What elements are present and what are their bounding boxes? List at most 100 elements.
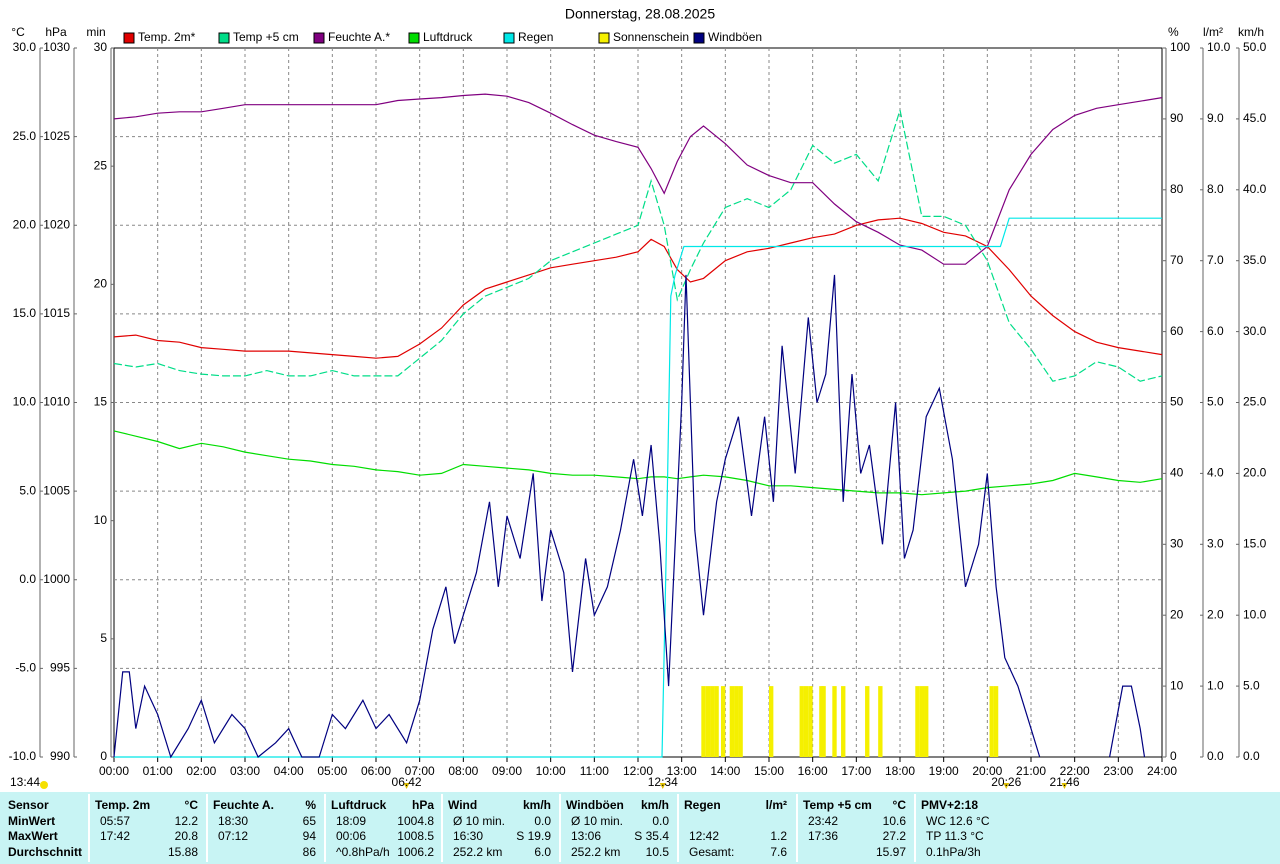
y-tick-label: 20 [1170,607,1184,621]
y-tick-label: 10.0 [1207,40,1231,54]
y-axis-title: °C [11,25,25,39]
y-axis-title: hPa [45,25,67,39]
series-line [113,109,1163,382]
cell-left: 05:57 [100,814,130,828]
sunshine-bar [841,686,846,757]
column-unit: °C [185,798,199,812]
cell-left: TP 11.3 °C [926,829,984,843]
y-tick-label: 40.0 [1243,182,1267,196]
column-unit: l/m² [766,798,787,812]
cell-right: 7.6 [770,845,787,859]
column-unit: % [305,798,316,812]
cell-right: 15.97 [876,845,906,859]
y-tick-label: 10.0 [1243,607,1267,621]
column-unit: °C [893,798,907,812]
y-tick-label: 15.0 [13,306,37,320]
cell-right: S 35.4 [634,829,669,843]
series-line [114,217,1162,758]
cell-left: 07:12 [218,829,248,843]
y-tick-label: 1000 [43,572,70,586]
sunshine-bar [919,686,925,757]
cell-right: 1.2 [770,829,787,843]
y-tick-label: 1005 [43,483,70,497]
y-tick-label: 9.0 [1207,111,1224,125]
y-tick-label: 5.0 [1207,395,1224,409]
x-tick-label: 06:00 [361,764,391,778]
legend-swatch [123,32,135,44]
sunshine-bar [821,686,826,757]
column-header: Wind [448,798,477,812]
column-unit: km/h [641,798,669,812]
y-tick-label: 10.0 [13,395,37,409]
cell-left: 12:42 [689,829,719,843]
y-tick-label: 20.0 [1243,466,1267,480]
x-tick-label: 18:00 [885,764,915,778]
series-line [113,274,1146,759]
x-tick-label: 13:00 [667,764,697,778]
y-tick-label: 990 [50,749,70,763]
y-axis-title: min [86,25,105,39]
sunshine-bar [738,686,743,757]
cell-right: 20.8 [175,829,199,843]
annotation-marker [1061,783,1068,789]
y-tick-label: 5.0 [19,483,36,497]
cell-left: Ø 10 min. [571,814,623,828]
x-tick-label: 07:00 [405,764,435,778]
cell-left: 252.2 km [453,845,502,859]
y-tick-label: 30 [94,40,108,54]
sunshine-bar [720,686,726,757]
cell-left: ^0.8hPa/h [336,845,390,859]
cell-right: 27.2 [883,829,907,843]
sunshine-bar [924,686,929,757]
y-tick-label: 15.0 [1243,536,1267,550]
y-tick-label: 35.0 [1243,253,1267,267]
y-axis-title: % [1168,25,1179,39]
y-tick-label: 25.0 [1243,395,1267,409]
y-tick-label: 30 [1170,536,1184,550]
cell-left: Ø 10 min. [453,814,505,828]
cell-left: 23:42 [808,814,838,828]
sunshine-bar [769,686,774,757]
legend-label: Regen [518,30,553,44]
y-tick-label: -10.0 [9,749,37,763]
sunshine-bar [865,686,870,757]
cell-left: 17:42 [100,829,130,843]
x-tick-label: 10:00 [536,764,566,778]
legend-label: Temp. 2m* [138,30,196,44]
annotation-marker [659,783,666,789]
x-tick-label: 24:00 [1147,764,1177,778]
legend-swatch [503,32,515,44]
row-label: MaxWert [8,829,58,843]
legend-swatch [693,32,705,44]
cell-left: 13:06 [571,829,601,843]
cell-right: S 19.9 [516,829,551,843]
y-tick-label: 25 [94,158,108,172]
column-header: Regen [684,798,721,812]
y-tick-label: 5.0 [1243,678,1260,692]
y-tick-label: 1.0 [1207,678,1224,692]
cell-left: Gesamt: [689,845,734,859]
sunshine-bar [878,686,883,757]
y-tick-label: 90 [1170,111,1184,125]
legend-swatch [598,32,610,44]
x-tick-label: 11:00 [580,764,609,778]
y-tick-label: 0.0 [1243,749,1260,763]
cell-left: 16:30 [453,829,483,843]
y-tick-label: 20 [94,277,108,291]
cell-left: 17:36 [808,829,838,843]
annotation-marker [403,783,410,789]
x-tick-label: 00:00 [99,764,129,778]
y-tick-label: 50.0 [1243,40,1267,54]
sunshine-bar [832,686,837,757]
y-tick-label: 8.0 [1207,182,1224,196]
legend-label: Feuchte A.* [328,30,390,44]
y-tick-label: 30.0 [13,40,37,54]
y-tick-label: 0 [100,749,107,763]
legend-swatch [408,32,420,44]
y-tick-label: 45.0 [1243,111,1267,125]
x-tick-label: 01:00 [143,764,173,778]
x-tick-label: 12:00 [623,764,653,778]
sunshine-bar [989,686,994,757]
